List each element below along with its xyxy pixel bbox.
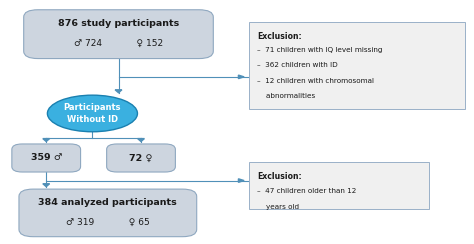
Text: years old: years old <box>257 204 300 210</box>
Polygon shape <box>238 179 244 182</box>
Text: ♂ 724            ♀ 152: ♂ 724 ♀ 152 <box>74 39 163 48</box>
Text: abnormalities: abnormalities <box>257 93 316 99</box>
FancyBboxPatch shape <box>249 162 429 209</box>
Text: –  362 children with ID: – 362 children with ID <box>257 62 338 69</box>
Text: Without ID: Without ID <box>67 115 118 124</box>
Ellipse shape <box>47 95 137 132</box>
FancyBboxPatch shape <box>19 189 197 237</box>
Polygon shape <box>43 139 50 142</box>
Text: 876 study participants: 876 study participants <box>58 20 179 28</box>
FancyBboxPatch shape <box>107 144 175 172</box>
FancyBboxPatch shape <box>12 144 81 172</box>
Text: 359 ♂: 359 ♂ <box>30 153 62 163</box>
Text: –  47 children older than 12: – 47 children older than 12 <box>257 188 357 194</box>
Text: Participants: Participants <box>64 103 121 112</box>
Text: 72 ♀: 72 ♀ <box>129 153 153 163</box>
Polygon shape <box>115 90 122 93</box>
Text: ♂ 319            ♀ 65: ♂ 319 ♀ 65 <box>66 218 150 227</box>
FancyBboxPatch shape <box>24 10 213 59</box>
Text: Exclusion:: Exclusion: <box>257 172 302 181</box>
Text: –  71 children with IQ level missing: – 71 children with IQ level missing <box>257 47 383 53</box>
Text: Exclusion:: Exclusion: <box>257 32 302 41</box>
FancyBboxPatch shape <box>249 22 465 109</box>
Polygon shape <box>43 184 50 187</box>
Polygon shape <box>137 139 145 142</box>
Polygon shape <box>238 75 244 79</box>
Text: 384 analyzed participants: 384 analyzed participants <box>38 198 177 207</box>
Text: –  12 children with chromosomal: – 12 children with chromosomal <box>257 78 374 84</box>
